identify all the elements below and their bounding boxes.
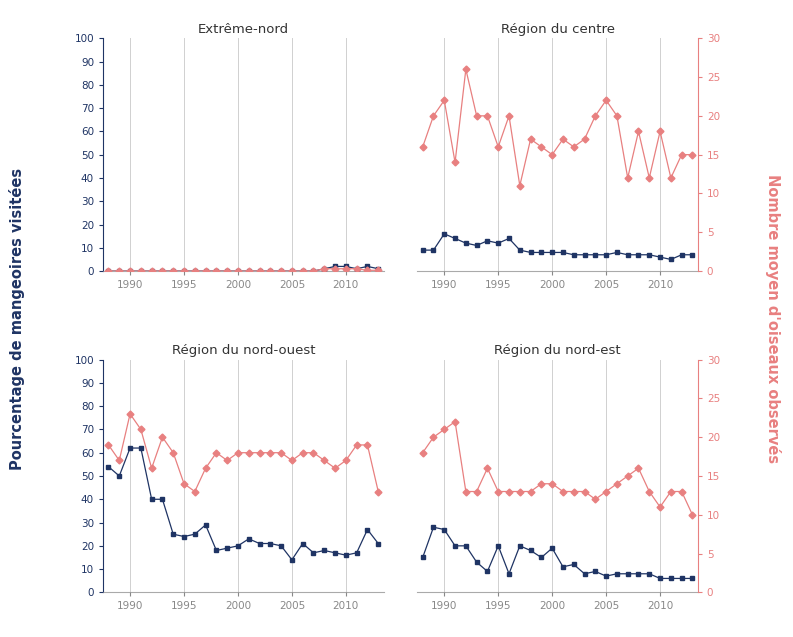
Title: Région du nord-est: Région du nord-est — [494, 344, 621, 357]
Text: Pourcentage de mangeoires visitées: Pourcentage de mangeoires visitées — [10, 168, 25, 469]
Text: Nombre moyen d'oiseaux observés: Nombre moyen d'oiseaux observés — [765, 174, 781, 463]
Title: Région du centre: Région du centre — [500, 23, 615, 36]
Title: Région du nord-ouest: Région du nord-ouest — [171, 344, 315, 357]
Title: Extrême-nord: Extrême-nord — [197, 23, 289, 36]
